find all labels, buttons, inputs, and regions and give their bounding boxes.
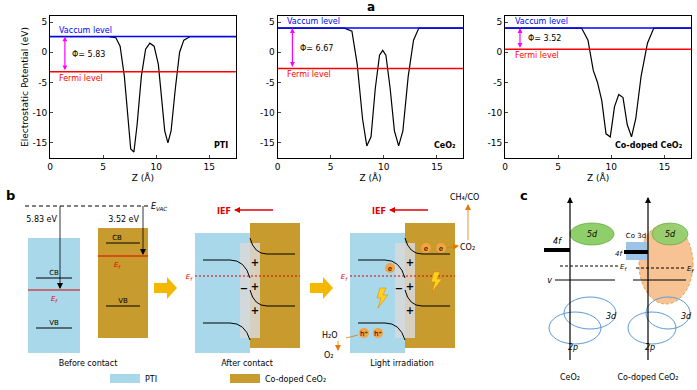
svg-text:-10: -10	[260, 108, 275, 118]
svg-text:5: 5	[497, 17, 503, 27]
svg-text:5: 5	[328, 162, 334, 172]
svg-text:h⁺: h⁺	[360, 330, 368, 338]
svg-text:2p: 2p	[645, 343, 655, 352]
svg-text:PTI: PTI	[145, 375, 157, 384]
svg-text:3d: 3d	[606, 312, 617, 321]
svg-text:−: −	[395, 283, 403, 294]
svg-text:+: +	[406, 305, 414, 316]
svg-text:-10: -10	[32, 108, 47, 118]
svg-text:2p: 2p	[567, 343, 579, 352]
svg-text:Φ= 5.83: Φ= 5.83	[72, 50, 105, 59]
svg-text:v: v	[547, 276, 552, 285]
svg-text:CB: CB	[112, 234, 122, 242]
svg-text:Fermi level: Fermi level	[287, 70, 331, 79]
svg-text:Vaccum level: Vaccum level	[287, 17, 340, 26]
svg-text:Ef: Ef	[687, 265, 694, 274]
svg-text:+: +	[251, 257, 259, 268]
svg-text:5: 5	[555, 162, 561, 172]
svg-text:4f: 4f	[553, 237, 562, 246]
svg-text:Ef: Ef	[186, 273, 193, 282]
svg-text:Before contact: Before contact	[59, 359, 118, 368]
svg-text:−: −	[240, 283, 248, 294]
svg-text:c: c	[520, 188, 528, 203]
svg-text:0: 0	[275, 162, 281, 172]
svg-text:IEF: IEF	[217, 207, 231, 216]
svg-text:15: 15	[659, 162, 670, 172]
svg-text:PTI: PTI	[214, 141, 228, 150]
svg-text:10: 10	[378, 162, 390, 172]
svg-text:VB: VB	[49, 319, 59, 327]
svg-text:After contact: After contact	[221, 359, 273, 368]
svg-text:b: b	[6, 188, 15, 203]
svg-text:3d: 3d	[681, 312, 692, 321]
svg-text:Z (Å): Z (Å)	[132, 172, 154, 183]
svg-text:5: 5	[41, 17, 47, 27]
svg-text:Co 3d: Co 3d	[626, 232, 646, 240]
svg-text:CeO₂: CeO₂	[560, 373, 580, 382]
svg-text:+: +	[406, 257, 414, 268]
svg-text:0: 0	[502, 162, 508, 172]
svg-text:Ef: Ef	[51, 295, 58, 304]
svg-text:CH₄/CO: CH₄/CO	[450, 193, 479, 202]
svg-text:VB: VB	[118, 297, 128, 305]
svg-text:+: +	[406, 281, 414, 292]
svg-text:-15: -15	[488, 138, 503, 148]
svg-text:5d: 5d	[587, 230, 598, 239]
svg-text:5: 5	[100, 162, 106, 172]
svg-text:0: 0	[269, 47, 275, 57]
svg-text:-10: -10	[488, 108, 503, 118]
svg-text:-15: -15	[260, 138, 275, 148]
svg-text:CO₂: CO₂	[460, 243, 475, 252]
svg-text:Φ= 3.52: Φ= 3.52	[528, 34, 561, 43]
svg-text:Ef: Ef	[620, 263, 627, 272]
svg-text:IEF: IEF	[372, 207, 386, 216]
svg-text:-5: -5	[38, 78, 47, 88]
svg-text:e: e	[439, 245, 443, 253]
svg-text:3.52 eV: 3.52 eV	[108, 215, 139, 224]
svg-text:h⁺: h⁺	[374, 330, 382, 338]
svg-text:O₂: O₂	[324, 351, 334, 360]
svg-text:0: 0	[41, 47, 47, 57]
svg-text:-15: -15	[32, 138, 47, 148]
svg-text:H₂O: H₂O	[322, 331, 338, 340]
svg-text:Φ= 6.67: Φ= 6.67	[300, 44, 333, 53]
svg-text:Vaccum level: Vaccum level	[59, 26, 112, 35]
svg-text:+: +	[251, 281, 259, 292]
svg-text:Ef: Ef	[114, 261, 121, 270]
svg-text:Light irradiation: Light irradiation	[370, 359, 434, 368]
svg-text:4f: 4f	[615, 250, 623, 258]
svg-text:e: e	[424, 245, 428, 253]
svg-text:10: 10	[606, 162, 618, 172]
svg-text:Co-doped CeO₂: Co-doped CeO₂	[265, 375, 326, 384]
svg-text:Electrostatic Potential (eV): Electrostatic Potential (eV)	[20, 27, 30, 147]
svg-text:15: 15	[204, 162, 215, 172]
svg-text:EVAC: EVAC	[151, 202, 167, 212]
svg-text:15: 15	[431, 162, 442, 172]
svg-text:a: a	[367, 0, 375, 14]
svg-text:0: 0	[497, 47, 503, 57]
svg-text:5.83 eV: 5.83 eV	[26, 215, 57, 224]
svg-text:5: 5	[269, 17, 275, 27]
svg-text:+: +	[251, 305, 259, 316]
svg-text:Ef: Ef	[341, 273, 348, 282]
svg-text:CB: CB	[49, 269, 59, 277]
svg-text:0: 0	[47, 162, 53, 172]
svg-text:Fermi level: Fermi level	[515, 51, 559, 60]
svg-text:-5: -5	[493, 78, 502, 88]
svg-text:e: e	[388, 265, 392, 273]
svg-text:CeO₂: CeO₂	[434, 141, 456, 150]
svg-text:Co-doped CeO₂: Co-doped CeO₂	[617, 373, 678, 382]
svg-text:Vaccum level: Vaccum level	[515, 17, 568, 26]
svg-text:10: 10	[150, 162, 162, 172]
svg-text:5d: 5d	[665, 230, 676, 239]
svg-text:Z (Å): Z (Å)	[587, 172, 609, 183]
svg-text:Z (Å): Z (Å)	[359, 172, 381, 183]
svg-text:Fermi level: Fermi level	[59, 74, 103, 83]
svg-text:-5: -5	[266, 78, 275, 88]
svg-text:Co-doped CeO₂: Co-doped CeO₂	[615, 141, 683, 150]
